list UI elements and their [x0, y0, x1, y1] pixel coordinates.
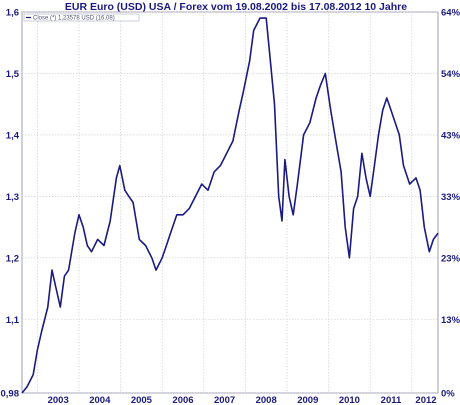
x-tick-label: 2012 — [415, 395, 436, 405]
y-tick-right: 54% — [441, 69, 460, 80]
y-tick-right: 43% — [441, 130, 460, 141]
y-tick-right: 13% — [441, 315, 460, 326]
x-tick-label: 2003 — [48, 395, 69, 405]
series-close-line — [21, 17, 439, 394]
x-tick-label: 2009 — [297, 395, 318, 405]
y-tick-left: 1,5 — [6, 69, 20, 80]
y-tick-left: 1,3 — [6, 192, 19, 203]
x-tick-label: 2011 — [381, 395, 402, 405]
x-axis: 2003 2004 2005 2006 2007 2008 2009 2010 2011 2012 — [48, 395, 437, 405]
y-axis-left: 0,98 1,1 1,2 1,3 1,4 1,5 1,6 — [1, 8, 20, 400]
y-axis-right: 0% 13% 23% 33% 43% 54% 64% — [441, 8, 460, 400]
x-tick-label: 2005 — [131, 395, 153, 405]
legend-box — [23, 13, 140, 22]
plot-area — [21, 11, 439, 394]
x-tick-label: 2006 — [172, 395, 193, 405]
y-tick-left: 1,2 — [6, 253, 19, 264]
y-tick-right: 0% — [441, 389, 455, 400]
y-tick-left: 0,98 — [1, 389, 20, 400]
y-tick-right: 23% — [441, 253, 460, 264]
x-tick-label: 2004 — [89, 395, 111, 405]
legend: Close (*) 1,23578 USD (16.08) — [23, 13, 140, 22]
x-tick-label: 2007 — [214, 395, 235, 405]
y-tick-left: 1,1 — [6, 315, 20, 326]
x-tick-label: 2008 — [256, 395, 277, 405]
x-tick-label: 2010 — [339, 395, 360, 405]
y-tick-right: 64% — [441, 8, 460, 19]
gridlines — [22, 11, 438, 394]
y-tick-left: 1,4 — [6, 130, 20, 141]
y-tick-right: 33% — [441, 192, 460, 203]
chart-title: EUR Euro (USD) USA / Forex vom 19.08.200… — [65, 1, 407, 13]
y-tick-left: 1,6 — [6, 8, 19, 19]
series-layer — [21, 17, 439, 394]
legend-label: Close (*) 1,23578 USD (16.08) — [33, 16, 115, 22]
